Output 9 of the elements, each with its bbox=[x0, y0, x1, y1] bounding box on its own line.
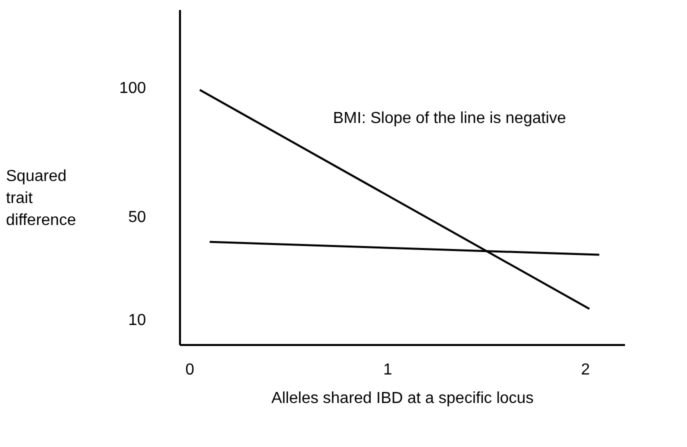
annotation: BMI: Slope of the line is negative bbox=[333, 110, 566, 128]
x-tick-label: 0 bbox=[185, 361, 194, 378]
x-axis-title: Alleles shared IBD at a specific locus bbox=[270, 390, 535, 408]
x-tick-label: 1 bbox=[383, 361, 392, 378]
y-axis-title: Squared trait difference bbox=[6, 167, 77, 231]
y-tick-label: 10 bbox=[128, 312, 146, 329]
y-tick-label: 100 bbox=[119, 80, 146, 97]
x-tick-label: 2 bbox=[580, 361, 590, 378]
y-tick-label: 50 bbox=[128, 208, 146, 226]
